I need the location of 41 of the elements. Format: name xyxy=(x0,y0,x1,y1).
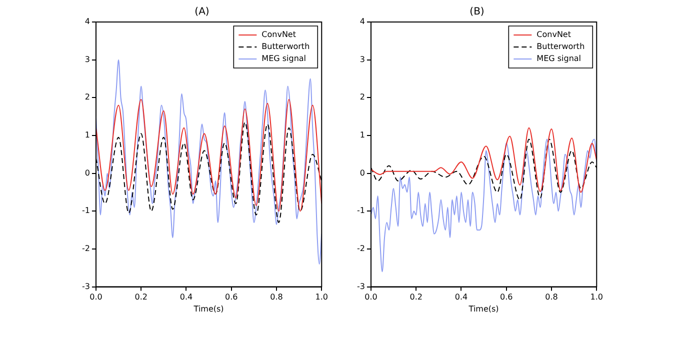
line-series xyxy=(96,99,322,212)
x-tick-label: 0.4 xyxy=(180,292,193,302)
legend-label: MEG signal xyxy=(536,54,582,64)
y-tick-label: -3 xyxy=(356,282,365,291)
y-tick-label: 2 xyxy=(360,92,365,102)
y-tick-label: 1 xyxy=(84,130,90,140)
x-tick-label: 0.8 xyxy=(545,292,558,302)
y-tick-label: 2 xyxy=(84,92,90,102)
legend-label: ConvNet xyxy=(536,30,571,40)
legend-label: Butterworth xyxy=(536,42,585,52)
legend-label: ConvNet xyxy=(262,30,296,40)
y-tick-label: -1 xyxy=(82,206,90,216)
x-tick-label: 0.2 xyxy=(410,292,422,302)
y-tick-label: 3 xyxy=(84,54,90,64)
chart-title: (B) xyxy=(470,6,484,18)
chart-title: (A) xyxy=(194,6,210,18)
line-series xyxy=(370,138,597,272)
x-tick-label: 1.0 xyxy=(315,292,328,302)
x-tick-label: 0.2 xyxy=(134,292,148,302)
x-tick-label: 0.0 xyxy=(90,292,102,302)
x-tick-label: 1.0 xyxy=(590,292,604,302)
legend-label: Butterworth xyxy=(262,42,310,52)
y-tick-label: 4 xyxy=(84,17,90,26)
y-tick-label: -2 xyxy=(82,244,90,254)
y-tick-label: 0 xyxy=(360,168,365,178)
y-tick-label: -1 xyxy=(356,206,365,216)
line-series xyxy=(370,127,597,193)
x-tick-label: 0.4 xyxy=(454,292,468,302)
y-tick-label: -3 xyxy=(82,282,90,291)
x-tick-label: 0.6 xyxy=(225,292,238,302)
y-tick-label: 3 xyxy=(360,54,365,64)
legend-label: MEG signal xyxy=(262,54,306,64)
y-tick-label: 0 xyxy=(84,168,90,178)
x-axis-title: Time(s) xyxy=(468,304,499,314)
x-axis-title: Time(s) xyxy=(192,304,224,314)
x-tick-label: 0.6 xyxy=(500,292,513,302)
y-tick-label: 1 xyxy=(360,130,365,140)
y-tick-label: -2 xyxy=(356,244,365,254)
y-tick-label: 4 xyxy=(360,17,365,26)
x-tick-label: 0.8 xyxy=(270,292,283,302)
x-tick-label: 0.0 xyxy=(364,292,378,302)
